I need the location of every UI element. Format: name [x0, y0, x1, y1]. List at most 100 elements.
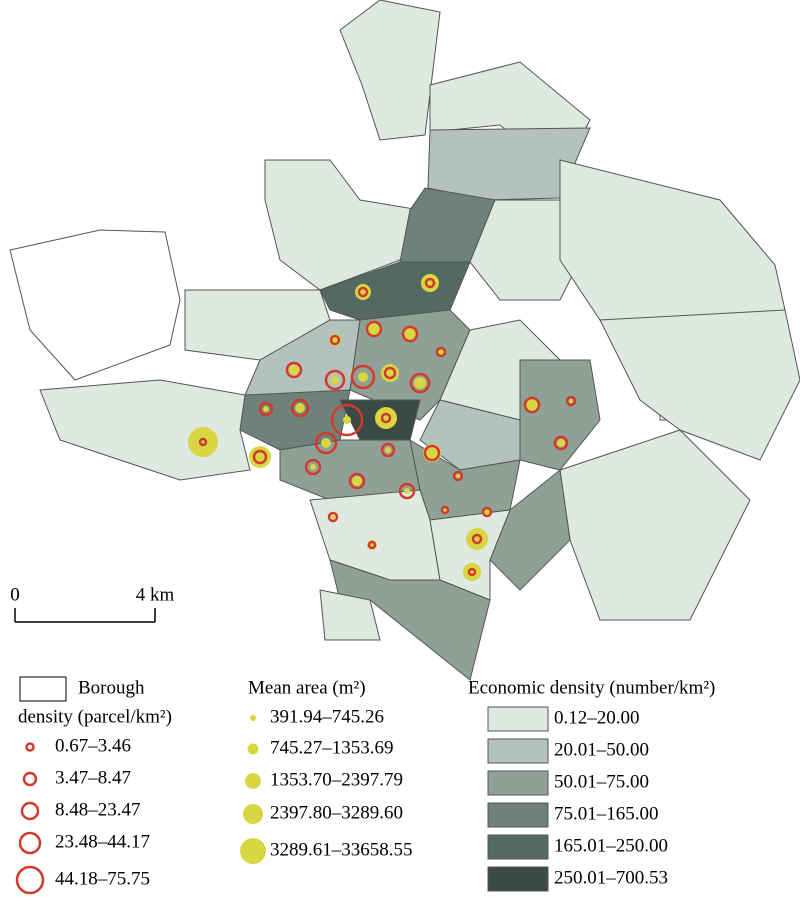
density-symbol: [330, 403, 364, 437]
legend-label: 2397.80–3289.60: [270, 802, 403, 823]
legend-symbol: [243, 804, 263, 824]
density-symbol: [452, 470, 464, 482]
borough: [559, 159, 786, 331]
legend-title: Mean area (m²): [248, 677, 366, 698]
borough: [309, 489, 441, 581]
legend-symbol: [250, 715, 256, 721]
area-symbol: [404, 328, 416, 340]
legend-label: 3.47–8.47: [55, 767, 131, 788]
borough: [429, 509, 511, 601]
density-symbol: [424, 277, 436, 289]
legend-label: 3289.61–33658.55: [270, 839, 413, 860]
legend-label: 1353.70–2397.79: [270, 769, 403, 790]
density-symbol: [252, 449, 268, 465]
legend-label: 745.27–1353.69: [270, 737, 394, 758]
map-symbols: [188, 274, 577, 581]
density-symbol: [383, 366, 397, 380]
area-symbol: [331, 515, 335, 519]
area-symbol: [321, 438, 331, 448]
density-symbol: [314, 431, 338, 455]
density-symbol: [401, 325, 419, 343]
area-symbol: [438, 349, 444, 355]
area-symbol: [443, 508, 447, 512]
density-symbol: [290, 398, 310, 418]
area-symbol: [456, 474, 460, 478]
density-symbol: [198, 437, 208, 447]
legend-swatch: [487, 706, 549, 732]
density-symbol: [327, 511, 339, 523]
area-symbol: [375, 407, 397, 429]
legend-swatch: [487, 802, 549, 828]
area-symbol: [367, 322, 381, 336]
legend-symbol: [25, 742, 35, 752]
legend-symbol: [245, 773, 261, 789]
legend-symbol: [240, 838, 266, 864]
density-symbol: [324, 369, 346, 391]
density-symbol: [523, 396, 541, 414]
area-symbol: [352, 476, 362, 486]
density-symbol: [365, 320, 383, 338]
legend-label: 50.01–75.00: [554, 771, 649, 792]
borough-swatch: [19, 676, 67, 702]
scale-bar: 0 4 km: [10, 584, 175, 623]
borough: [319, 589, 381, 641]
borough: [9, 229, 181, 381]
area-symbol: [526, 399, 538, 411]
density-symbol: [329, 334, 341, 346]
area-symbol: [289, 365, 299, 375]
density-symbol: [357, 286, 369, 298]
legend-symbol: [18, 831, 42, 855]
area-symbol: [385, 447, 391, 453]
density-symbol: [367, 540, 377, 550]
area-symbol: [466, 528, 488, 550]
legend-symbol: [22, 771, 38, 787]
legend: 0.67–3.46 3.47–8.47 8.48–23.47 23.48–44.17 4…: [15, 706, 668, 895]
borough: [427, 127, 591, 201]
area-symbol: [421, 274, 439, 292]
area-symbol: [295, 403, 305, 413]
density-symbol: [467, 567, 477, 577]
legend-label: 44.18–75.75: [55, 868, 150, 889]
area-symbol: [569, 399, 573, 403]
area-symbol: [310, 464, 316, 470]
legend-label: 0.12–20.00: [554, 707, 640, 728]
density-symbol: [553, 435, 569, 451]
density-symbol: [380, 442, 396, 458]
legend-title: density (parcel/km²): [18, 706, 172, 727]
scale-label: 4 km: [136, 584, 175, 605]
density-symbol: [304, 458, 322, 476]
legend-label: 250.01–700.53: [554, 867, 668, 888]
density-symbol: [350, 364, 376, 390]
legend-label: 165.01–250.00: [554, 835, 668, 856]
density-symbol: [409, 372, 431, 394]
density-symbol: [258, 401, 274, 417]
legend-swatch: [487, 866, 549, 892]
density-symbol: [348, 472, 366, 490]
area-symbol: [249, 446, 271, 468]
legend-swatch: [487, 738, 549, 764]
legend-swatch: [487, 834, 549, 860]
legend-label: 8.48–23.47: [55, 799, 141, 820]
area-symbol: [557, 439, 565, 447]
area-symbol: [343, 416, 351, 424]
borough: [39, 379, 251, 481]
borough: [559, 429, 751, 621]
density-symbol: [440, 505, 450, 515]
area-symbol: [404, 488, 410, 494]
density-symbol: [435, 346, 447, 358]
density-symbol: [481, 506, 493, 518]
area-symbol: [358, 372, 368, 382]
area-symbol: [188, 427, 218, 457]
borough: [339, 0, 441, 141]
legend-title: Economic density (number/km²): [468, 677, 715, 698]
density-symbol: [471, 533, 483, 545]
area-symbol: [331, 376, 339, 384]
borough: [599, 309, 800, 461]
legend-label: 20.01–50.00: [554, 739, 649, 760]
map: [9, 0, 800, 681]
area-symbol: [263, 406, 269, 412]
legend-swatch: [487, 770, 549, 796]
legend-label: 75.01–165.00: [554, 803, 659, 824]
area-symbol: [355, 284, 371, 300]
